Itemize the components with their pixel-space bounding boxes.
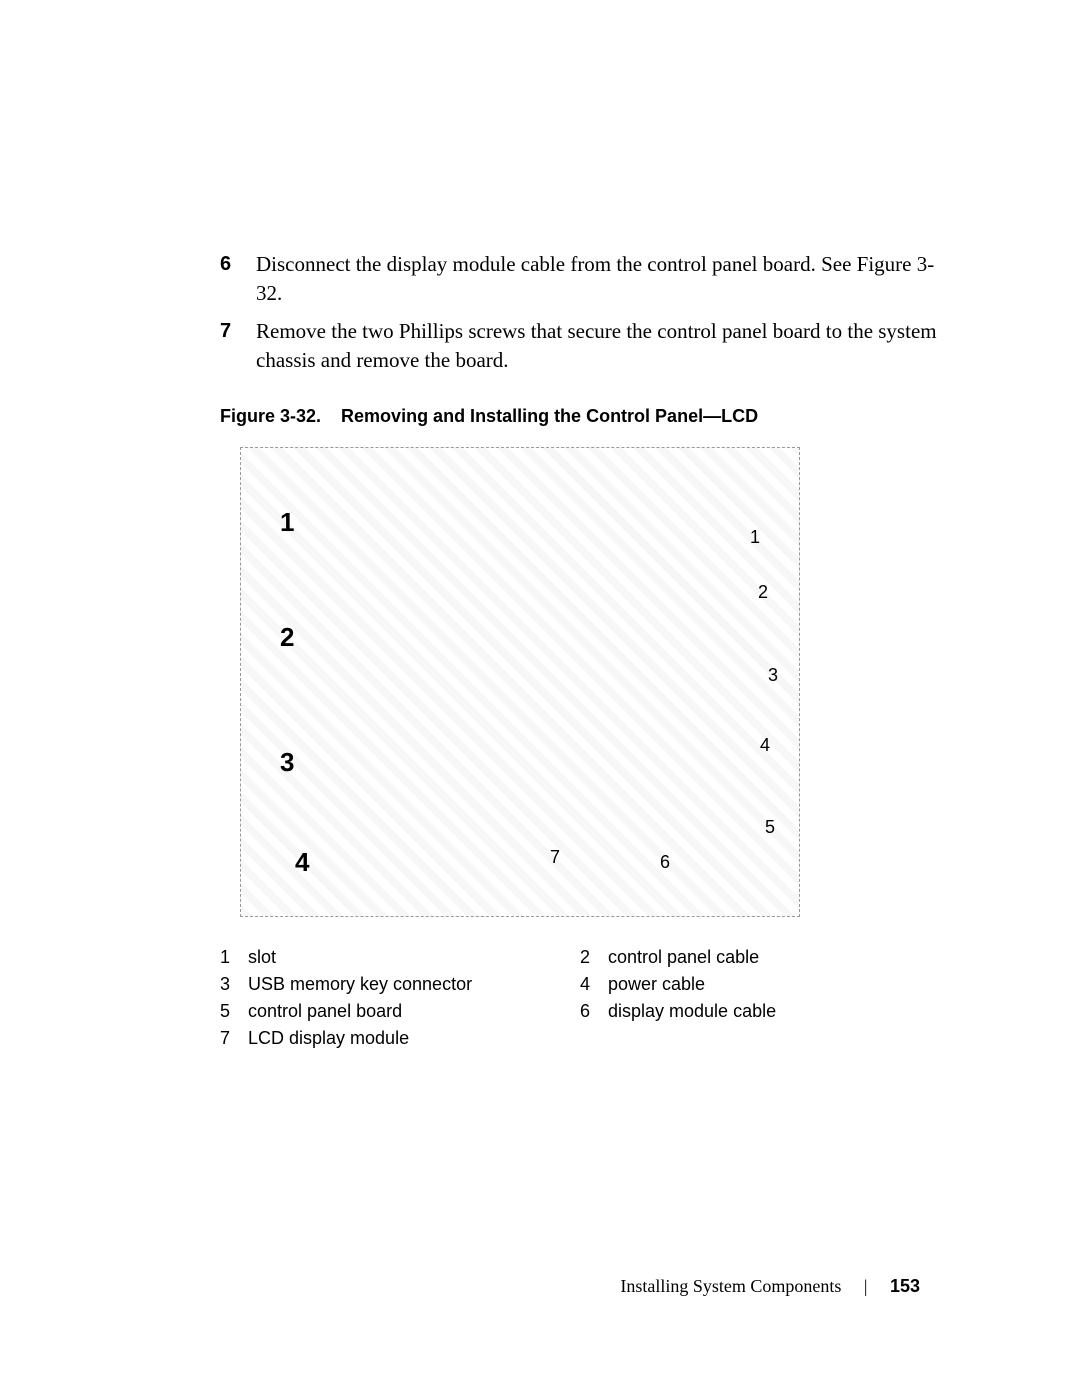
footer-page-number: 153 (890, 1276, 920, 1296)
figure-callout: 7 (550, 847, 560, 868)
footer-section: Installing System Components (620, 1276, 841, 1296)
legend-cell: 2 control panel cable (580, 947, 940, 968)
legend-num: 7 (220, 1028, 248, 1049)
legend-label: LCD display module (248, 1028, 409, 1049)
figure-stage-number: 4 (295, 847, 309, 878)
figure-stage-number: 2 (280, 622, 294, 653)
legend-row: 1 slot 2 control panel cable (220, 947, 940, 968)
legend-row: 3 USB memory key connector 4 power cable (220, 974, 940, 995)
legend-cell: 5 control panel board (220, 1001, 580, 1022)
step-number: 6 (220, 250, 256, 309)
legend-label: control panel cable (608, 947, 759, 968)
figure-caption: Figure 3-32. Removing and Installing the… (220, 406, 940, 427)
step-text: Remove the two Phillips screws that secu… (256, 317, 940, 376)
step-item: 6 Disconnect the display module cable fr… (220, 250, 940, 309)
document-page: 6 Disconnect the display module cable fr… (0, 0, 1080, 1397)
step-item: 7 Remove the two Phillips screws that se… (220, 317, 940, 376)
legend-num: 5 (220, 1001, 248, 1022)
figure-stage-number: 3 (280, 747, 294, 778)
figure-callout: 6 (660, 852, 670, 873)
figure-caption-label: Figure 3-32. (220, 406, 321, 426)
figure-diagram-placeholder (240, 447, 800, 917)
legend-num: 4 (580, 974, 608, 995)
legend-cell: 7 LCD display module (220, 1028, 580, 1049)
step-list: 6 Disconnect the display module cable fr… (220, 250, 940, 376)
legend-num: 1 (220, 947, 248, 968)
legend-label: USB memory key connector (248, 974, 472, 995)
legend-cell-empty (580, 1028, 940, 1049)
figure-area: 1 2 3 4 1 2 3 4 5 6 7 (240, 447, 800, 917)
figure-legend: 1 slot 2 control panel cable 3 USB memor… (220, 947, 940, 1049)
figure-callout: 5 (765, 817, 775, 838)
legend-label: display module cable (608, 1001, 776, 1022)
figure-caption-title: Removing and Installing the Control Pane… (341, 406, 758, 426)
legend-label: slot (248, 947, 276, 968)
legend-row: 5 control panel board 6 display module c… (220, 1001, 940, 1022)
figure-callout: 3 (768, 665, 778, 686)
legend-num: 6 (580, 1001, 608, 1022)
legend-num: 2 (580, 947, 608, 968)
page-footer: Installing System Components | 153 (620, 1276, 920, 1297)
legend-cell: 3 USB memory key connector (220, 974, 580, 995)
legend-num: 3 (220, 974, 248, 995)
legend-row: 7 LCD display module (220, 1028, 940, 1049)
figure-callout: 2 (758, 582, 768, 603)
legend-label: control panel board (248, 1001, 402, 1022)
legend-label: power cable (608, 974, 705, 995)
legend-cell: 4 power cable (580, 974, 940, 995)
step-number: 7 (220, 317, 256, 376)
legend-cell: 6 display module cable (580, 1001, 940, 1022)
figure-callout: 1 (750, 527, 760, 548)
footer-separator: | (864, 1276, 868, 1296)
figure-stage-number: 1 (280, 507, 294, 538)
legend-cell: 1 slot (220, 947, 580, 968)
step-text: Disconnect the display module cable from… (256, 250, 940, 309)
figure-callout: 4 (760, 735, 770, 756)
